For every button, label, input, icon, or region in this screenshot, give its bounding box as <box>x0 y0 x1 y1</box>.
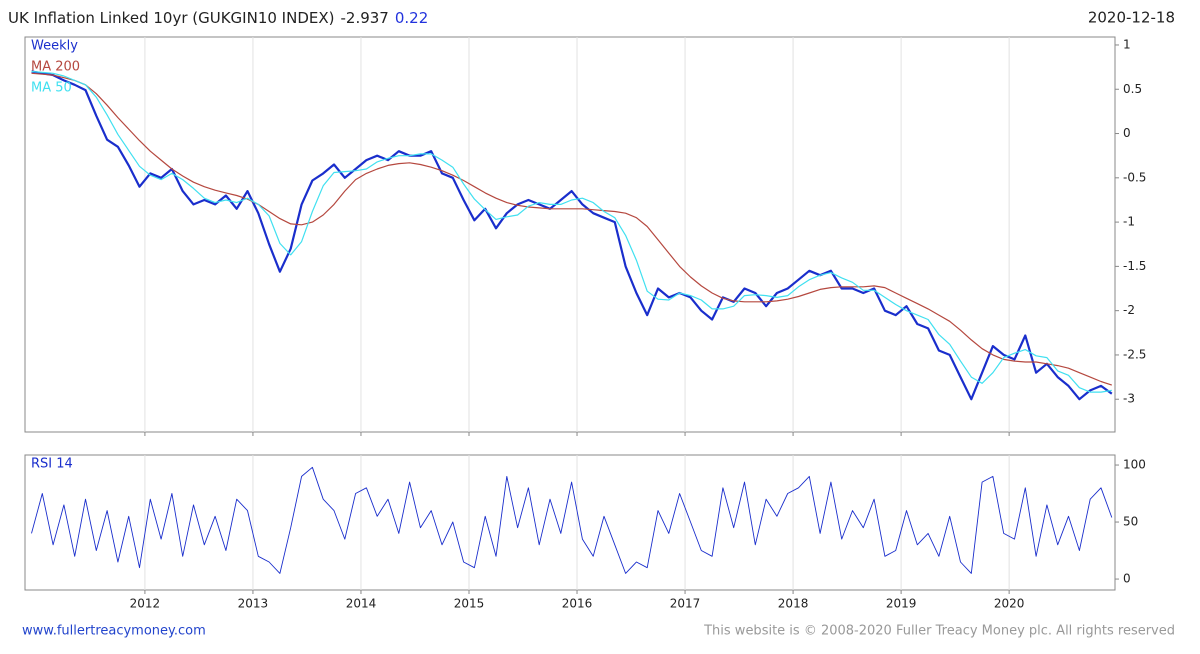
series-line <box>31 70 1113 401</box>
legend-label: RSI 14 <box>31 457 73 472</box>
footer-copyright: This website is © 2008-2020 Fuller Treac… <box>703 624 1175 639</box>
x-tick-label: 2016 <box>562 597 593 611</box>
y-tick-label: -2 <box>1123 303 1135 317</box>
x-tick-label: 2012 <box>130 597 161 611</box>
y-tick-label: 0 <box>1123 126 1131 140</box>
x-tick-label: 2014 <box>346 597 377 611</box>
x-tick-label: 2015 <box>454 597 485 611</box>
y-tick-label: -1.5 <box>1123 259 1146 273</box>
y-tick-label: -1 <box>1123 215 1135 229</box>
legend-label: MA 50 <box>31 81 72 96</box>
title-text: UK Inflation Linked 10yr (GUKGIN10 INDEX… <box>8 9 334 27</box>
change-value: 0.22 <box>395 9 428 27</box>
x-tick-label: 2019 <box>886 597 917 611</box>
series-line <box>31 466 1113 574</box>
y-tick-label: -2.5 <box>1123 347 1146 361</box>
x-tick-label: 2017 <box>670 597 701 611</box>
last-value: -2.937 <box>340 9 388 27</box>
chart-title: UK Inflation Linked 10yr (GUKGIN10 INDEX… <box>8 9 428 27</box>
main-frame <box>24 36 1116 433</box>
x-tick-label: 2018 <box>778 597 809 611</box>
y-tick-label: 0 <box>1123 572 1131 586</box>
chart-date: 2020-12-18 <box>1088 9 1175 27</box>
y-tick-label: 100 <box>1123 458 1146 472</box>
footer-site[interactable]: www.fullertreacymoney.com <box>22 624 206 639</box>
y-tick-label: -3 <box>1123 392 1135 406</box>
x-tick-label: 2013 <box>238 597 269 611</box>
y-tick-label: 0.5 <box>1123 82 1142 96</box>
series-line <box>31 72 1112 386</box>
legend-label: Weekly <box>31 39 78 54</box>
y-tick-label: 50 <box>1123 515 1138 529</box>
x-tick-label: 2020 <box>994 597 1025 611</box>
series-line <box>31 70 1112 393</box>
legend-label: MA 200 <box>31 60 80 75</box>
y-tick-label: 1 <box>1123 37 1131 51</box>
y-tick-label: -0.5 <box>1123 170 1146 184</box>
